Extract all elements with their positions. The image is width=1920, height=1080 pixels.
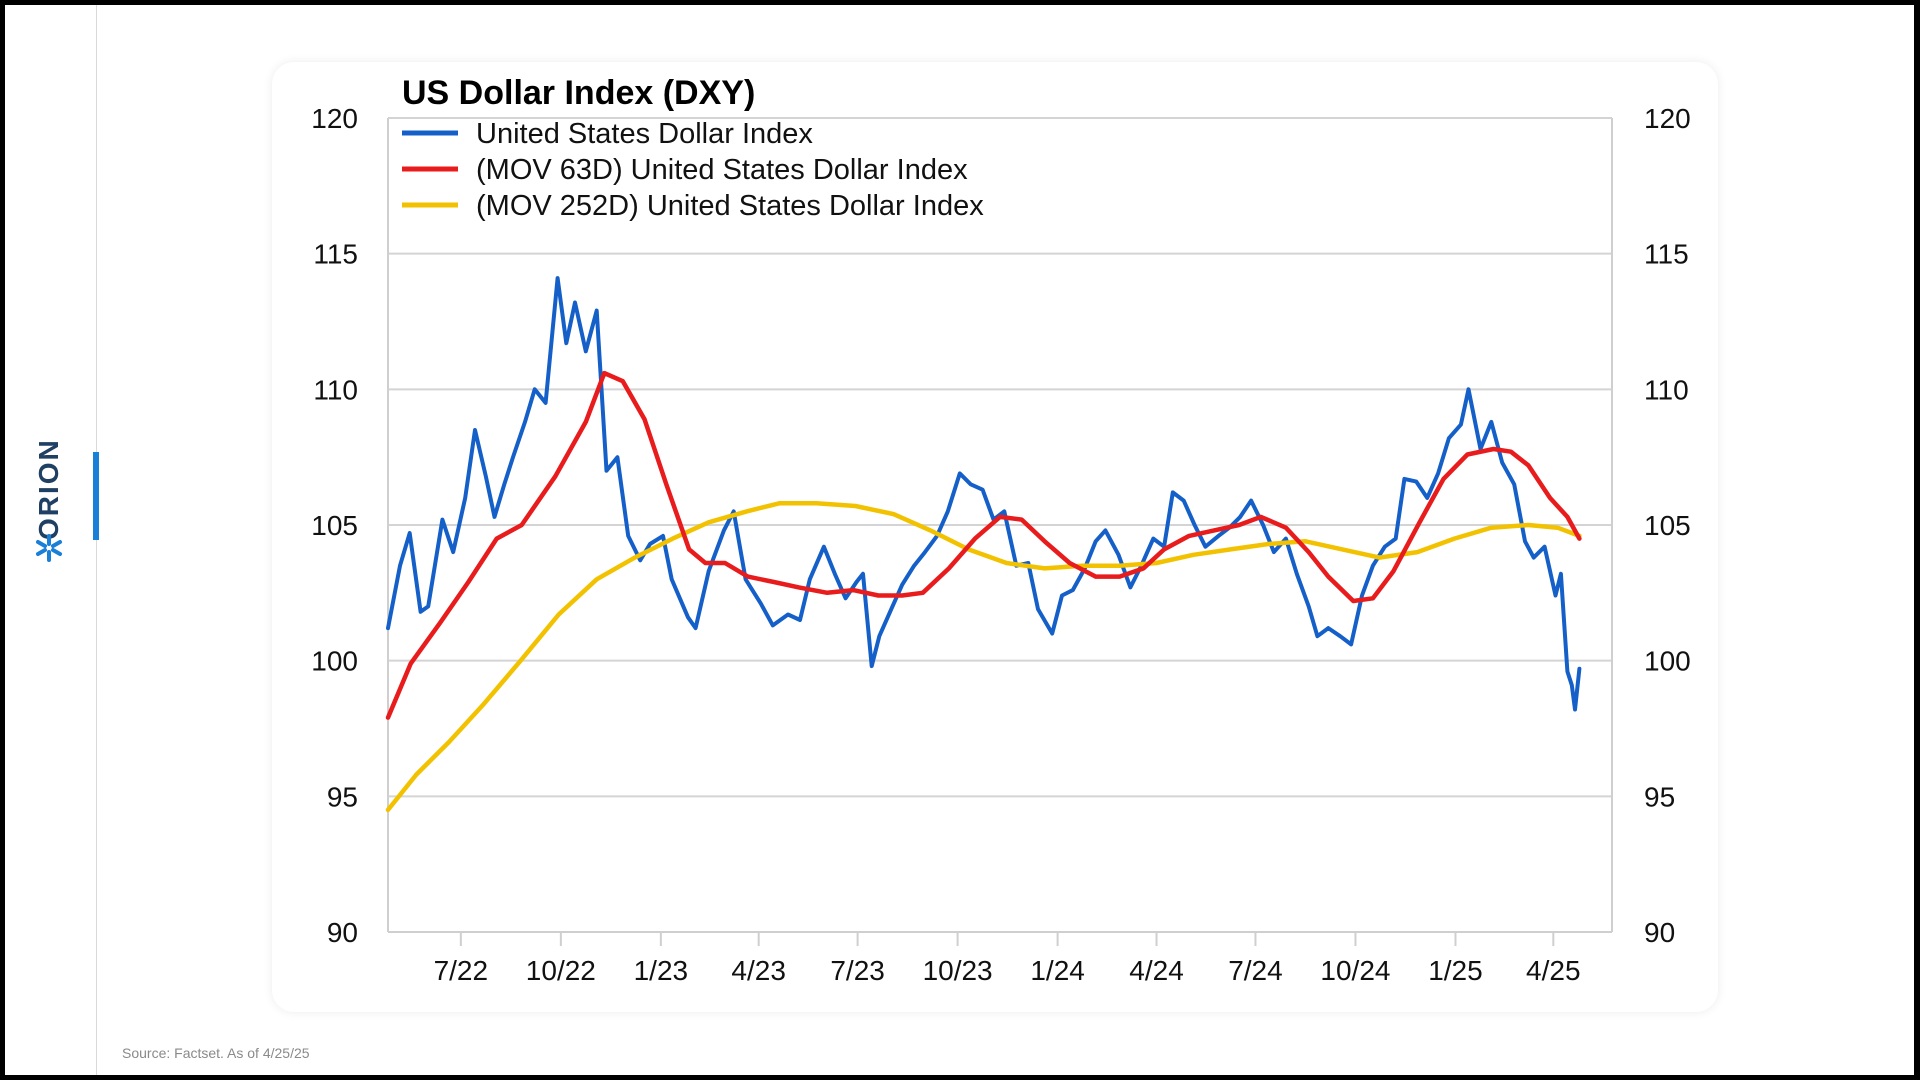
chart-card: 90 95 100 105 110 115 120 90 95 100 105 110 115 120 … bbox=[272, 62, 1718, 1012]
y-tick-label-left: 115 bbox=[313, 239, 358, 270]
series-line-1 bbox=[385, 370, 1582, 720]
y-axis-right-ticks: 90 95 100 105 110 115 120 bbox=[1644, 103, 1691, 948]
x-tick-label: 4/23 bbox=[731, 955, 786, 986]
y-tick-label-left: 105 bbox=[311, 510, 358, 541]
brand-accent-bar bbox=[93, 452, 99, 540]
y-tick-label-right: 105 bbox=[1644, 510, 1691, 541]
x-tick-label: 10/24 bbox=[1320, 955, 1390, 986]
y-tick-label-left: 110 bbox=[313, 374, 358, 405]
source-note: Source: Factset. As of 4/25/25 bbox=[122, 1045, 310, 1061]
legend-label: (MOV 252D) United States Dollar Index bbox=[476, 190, 984, 222]
x-tick-label: 1/23 bbox=[634, 955, 689, 986]
y-tick-label-right: 95 bbox=[1644, 781, 1675, 812]
x-tick-label: 10/22 bbox=[526, 955, 596, 986]
y-tick-label-left: 100 bbox=[311, 646, 358, 677]
y-axis-left-ticks: 90 95 100 105 110 115 120 bbox=[311, 103, 358, 948]
x-tick-label: 1/25 bbox=[1428, 955, 1483, 986]
x-tick-label: 7/23 bbox=[830, 955, 885, 986]
series-line-0 bbox=[386, 276, 1582, 712]
series-line-2 bbox=[385, 501, 1582, 813]
legend-label: (MOV 63D) United States Dollar Index bbox=[476, 154, 968, 186]
x-axis-ticks: 7/22 10/22 1/23 4/23 7/23 10/23 1/24 4/24 7/24 10… bbox=[434, 932, 1581, 986]
left-divider bbox=[96, 5, 97, 1075]
y-tick-label-right: 110 bbox=[1644, 374, 1689, 405]
x-tick-label: 4/25 bbox=[1526, 955, 1581, 986]
y-tick-label-left: 120 bbox=[311, 103, 358, 134]
y-tick-label-left: 95 bbox=[327, 781, 358, 812]
brand-logo: ORION bbox=[22, 438, 76, 580]
x-tick-label: 4/24 bbox=[1129, 955, 1184, 986]
y-tick-label-right: 120 bbox=[1644, 103, 1691, 134]
y-tick-label-right: 100 bbox=[1644, 646, 1691, 677]
series-lines bbox=[385, 276, 1582, 813]
y-tick-label-right: 90 bbox=[1644, 917, 1675, 948]
x-tick-label: 1/24 bbox=[1030, 955, 1085, 986]
chart-legend: United States Dollar Index (MOV 63D) Unit… bbox=[402, 118, 984, 222]
y-tick-label-left: 90 bbox=[327, 917, 358, 948]
brand-wordmark: ORION bbox=[33, 440, 64, 540]
y-tick-label-right: 115 bbox=[1644, 239, 1689, 270]
x-tick-label: 10/23 bbox=[923, 955, 993, 986]
grid-lines bbox=[388, 117, 1612, 798]
x-tick-label: 7/24 bbox=[1228, 955, 1283, 986]
axes bbox=[387, 118, 1613, 933]
x-tick-label: 7/22 bbox=[434, 955, 489, 986]
legend-label: United States Dollar Index bbox=[476, 118, 813, 150]
chart-title: US Dollar Index (DXY) bbox=[402, 74, 755, 112]
asterisk-icon bbox=[36, 534, 62, 562]
